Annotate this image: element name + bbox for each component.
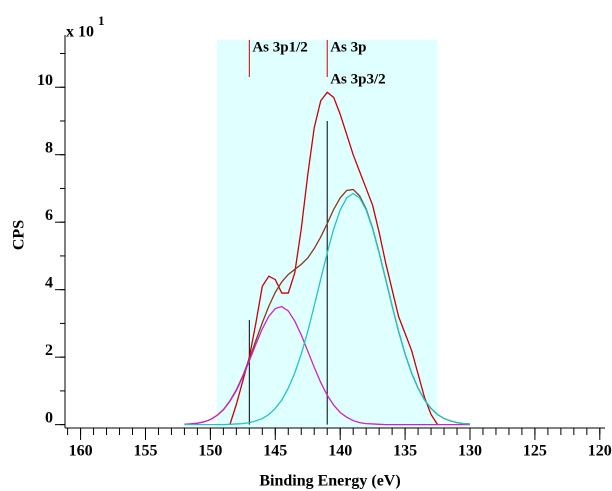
- y-scale-exponent: 1: [98, 13, 105, 28]
- series-line: [184, 305, 470, 426]
- y-tick-label: 4: [45, 274, 53, 291]
- x-axis-title: Binding Energy (eV): [259, 473, 400, 490]
- x-tick-label: 145: [263, 443, 287, 460]
- peak-label: As 3p3/2: [330, 71, 385, 87]
- y-tick-label: 8: [45, 139, 53, 156]
- x-tick-label: 140: [328, 443, 352, 460]
- y-scale-label: x 10: [66, 24, 94, 41]
- y-tick-label: 2: [45, 342, 53, 359]
- y-tick-label: 6: [45, 207, 53, 224]
- series-line: [229, 91, 439, 425]
- x-tick-label: 150: [198, 443, 222, 460]
- series-line: [184, 192, 471, 426]
- x-tick-label: 160: [69, 443, 93, 460]
- peak-label: As 3p1/2: [252, 39, 307, 55]
- peak-label: As 3p: [330, 39, 366, 55]
- y-tick-label: 10: [37, 72, 53, 89]
- x-tick-label: 135: [393, 443, 417, 460]
- x-tick-label: 120: [588, 443, 612, 460]
- x-tick-label: 125: [523, 443, 547, 460]
- y-axis-title: CPS: [11, 220, 28, 250]
- x-tick-label: 155: [133, 443, 157, 460]
- x-tick-label: 130: [458, 443, 482, 460]
- y-tick-label: 0: [45, 409, 53, 426]
